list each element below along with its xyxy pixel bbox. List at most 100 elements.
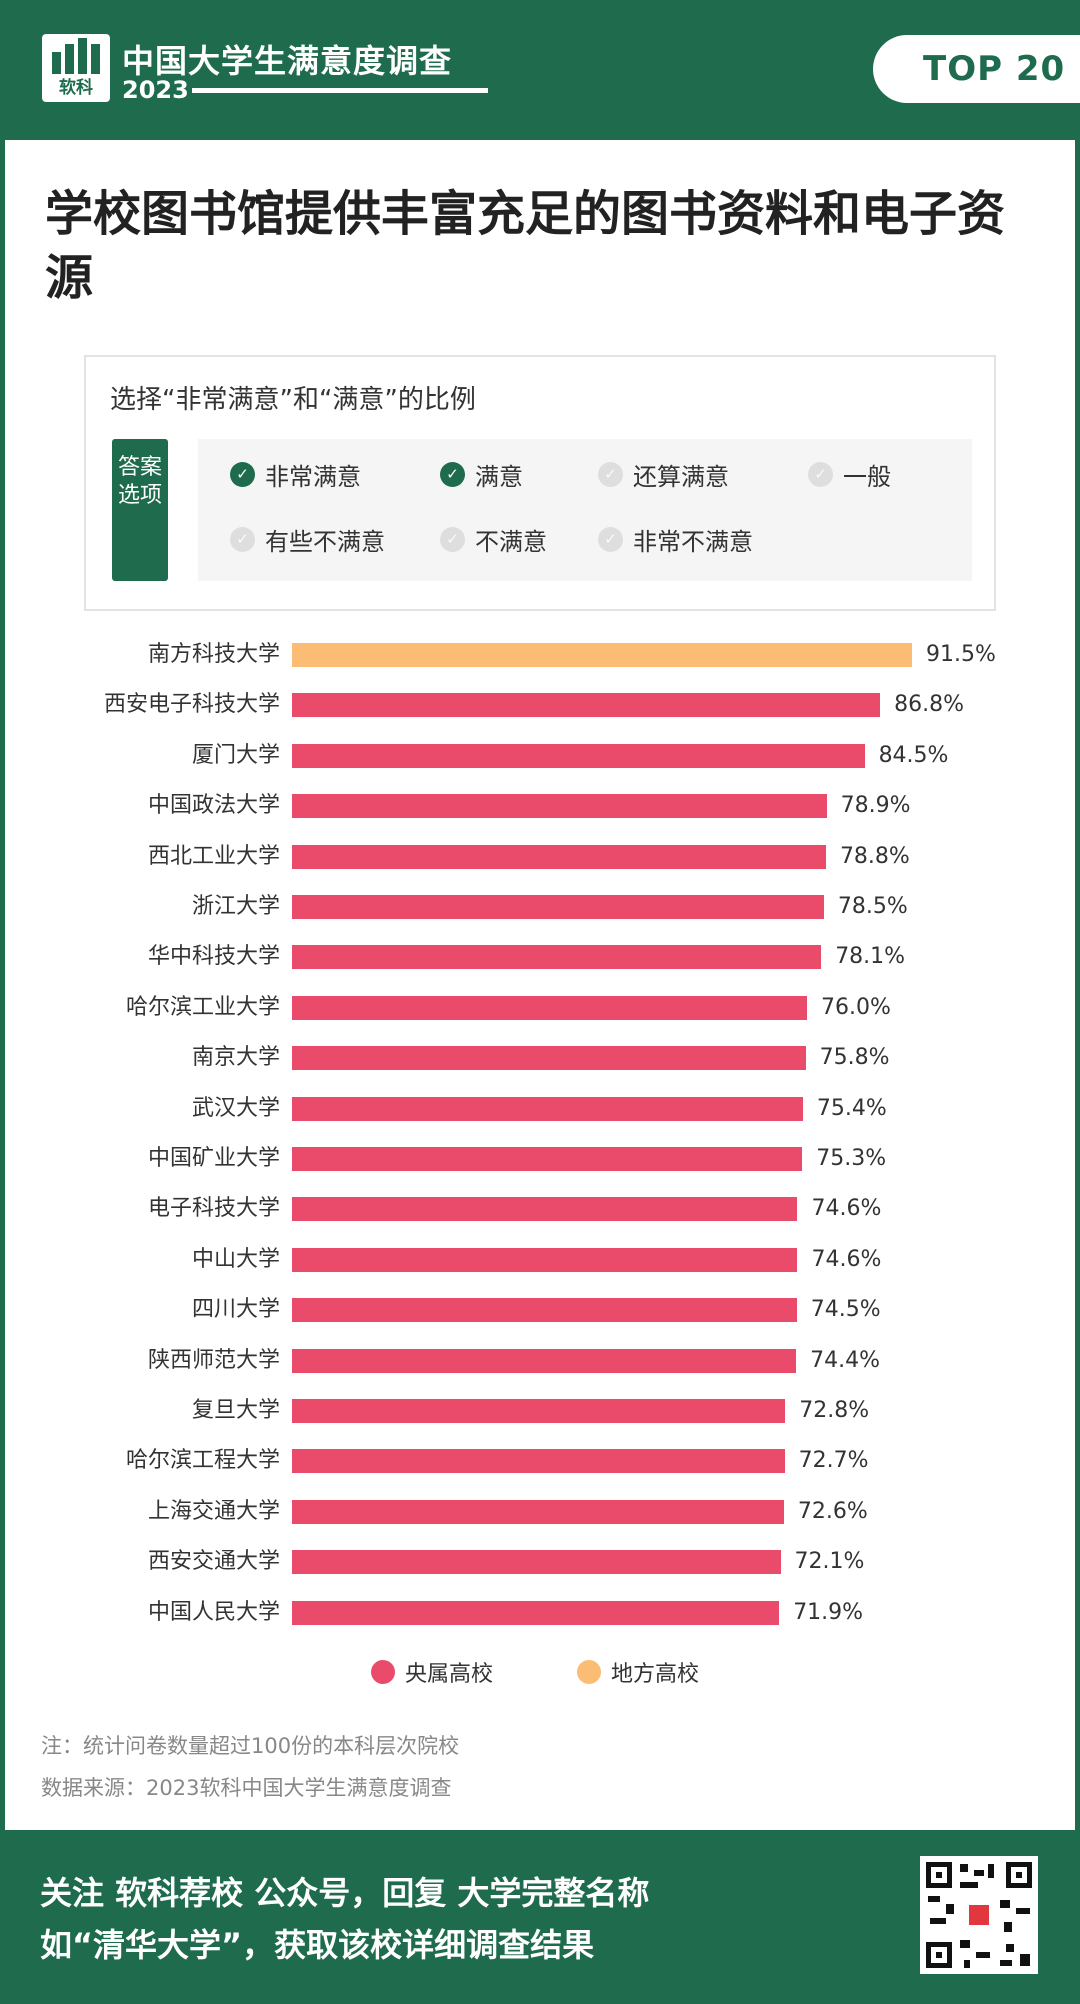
value-label: 75.8% [819,1045,890,1071]
legend-item-local: 地方高校 [577,1652,699,1692]
chart-legend: 央属高校 地方高校 [5,1652,1075,1692]
value-label: 76.0% [820,994,891,1020]
category-label: 四川大学 [191,1297,280,1323]
content-card: 学校图书馆提供丰富充足的图书资料和电子资源 选择“非常满意”和“满意”的比例 答… [5,140,1075,1830]
value-label: 75.3% [816,1146,887,1171]
value-label: 74.6% [811,1196,882,1222]
options-side-label: 答案选项 [112,439,168,581]
value-label: 72.7% [798,1448,869,1474]
bar-row: 哈尔滨工程大学 72.7% [5,1436,1075,1486]
category-label: 南京大学 [191,1045,280,1071]
value-label: 84.5% [878,742,949,768]
value-label: 86.8% [894,692,965,718]
bar [292,1600,780,1625]
unchecked-icon: ✓ [598,461,623,487]
category-label: 西安电子科技大学 [103,692,280,718]
bar-row: 南方科技大学 91.5% [5,630,1075,680]
bar-row: 四川大学 74.5% [5,1285,1075,1335]
legend-item-central: 央属高校 [371,1652,493,1692]
question-title: 学校图书馆提供丰富充足的图书资料和电子资源 [45,186,1006,306]
top-badge: TOP 20 [873,35,1080,103]
value-label: 91.5% [926,642,996,667]
check-icon: ✓ [230,461,255,487]
option-label: 还算满意 [633,462,729,491]
options-grid: ✓ 非常满意 ✓ 满意 ✓ 还算满意 ✓ 一般 ✓ 有些不满意 ✓ 不满意 ✓ 非常不满意 [198,439,972,581]
option-item: ✓ 非常不满意 [598,519,753,559]
category-label: 中国人民大学 [147,1599,280,1625]
option-item: ✓ 还算满意 [598,454,729,494]
legend-swatch [371,1660,395,1684]
bar-row: 中山大学 74.6% [5,1235,1075,1285]
bar-row: 厦门大学 84.5% [5,731,1075,781]
legend-label: 央属高校 [405,1662,494,1687]
category-label: 西北工业大学 [147,843,280,869]
value-label: 75.4% [816,1095,887,1121]
note-text: 注：统计问卷数量超过100份的本科层次院校 [41,1734,460,1758]
legend-label: 地方高校 [611,1662,700,1687]
category-label: 哈尔滨工程大学 [125,1448,280,1474]
bar [292,1197,798,1222]
bar-row: 中国人民大学 71.9% [5,1588,1075,1638]
option-item: ✓ 有些不满意 [230,519,385,559]
brand-year: 2023 [122,76,189,104]
bar-row: 华中科技大学 78.1% [5,932,1075,982]
bar [292,895,824,919]
footer-line-1: 关注 软科荐校 公众号，回复 大学完整名称 [40,1874,650,1912]
bar [292,693,881,718]
bar-row: 陕西师范大学 74.4% [5,1336,1075,1386]
bar [292,1298,797,1323]
bar [292,794,827,819]
bar-row: 上海交通大学 72.6% [5,1487,1075,1537]
top-badge-label: TOP 20 [923,49,1066,89]
options-caption: 选择“非常满意”和“满意”的比例 [110,385,476,415]
option-label: 非常不满意 [633,527,753,556]
bar-row: 中国政法大学 78.9% [5,781,1075,831]
value-label: 74.6% [811,1246,882,1272]
bar [292,995,807,1020]
value-label: 78.1% [835,944,906,970]
bar-row: 中国矿业大学 75.3% [5,1134,1075,1184]
check-icon: ✓ [440,461,465,487]
option-item: ✓ 不满意 [440,519,547,559]
option-item: ✓ 非常满意 [230,454,361,494]
bar-chart: 南方科技大学 91.5% 西安电子科技大学 86.8% 厦门大学 84.5% 中国政法大学 7… [5,630,1075,1625]
qr-code-icon[interactable] [920,1856,1038,1974]
category-label: 华中科技大学 [147,944,280,970]
category-label: 厦门大学 [191,742,280,768]
value-label: 72.6% [797,1498,868,1524]
bar [292,743,865,768]
brand-title: 中国大学生满意度调查 [122,42,453,80]
bar [292,643,912,667]
value-label: 74.5% [810,1297,881,1323]
value-label: 74.4% [810,1347,881,1373]
bar-row: 西安电子科技大学 86.8% [5,680,1075,730]
footer: 关注 软科荐校 公众号，回复 大学完整名称 如“清华大学”，获取该校详细调查结果 [0,1830,1080,2004]
ruanke-logo: 软科 [42,34,110,102]
options-side-text: 答案选项 [117,455,162,508]
category-label: 电子科技大学 [147,1196,280,1222]
unchecked-icon: ✓ [598,526,623,552]
bar [292,1247,798,1272]
value-label: 72.8% [799,1398,870,1423]
category-label: 哈尔滨工业大学 [125,994,280,1020]
value-label: 72.1% [794,1549,865,1575]
unchecked-icon: ✓ [440,526,465,552]
header: 软科 中国大学生满意度调查 2023 TOP 20 [0,0,1080,140]
bar-row: 复旦大学 72.8% [5,1386,1075,1436]
category-label: 浙江大学 [191,894,280,919]
value-label: 78.8% [839,843,910,869]
bar [292,1348,797,1373]
bar [292,1449,785,1474]
category-label: 复旦大学 [191,1398,280,1423]
category-label: 中国政法大学 [147,793,280,819]
bar [292,1399,786,1423]
qr-logo-icon [967,1903,991,1927]
category-label: 武汉大学 [191,1095,280,1121]
legend-swatch [577,1660,601,1684]
source-text: 数据来源：2023软科中国大学生满意度调查 [41,1776,452,1800]
option-item: ✓ 一般 [808,454,891,494]
option-item: ✓ 满意 [440,454,523,494]
bar [292,844,826,869]
bar [292,1096,803,1121]
category-label: 陕西师范大学 [147,1347,280,1373]
